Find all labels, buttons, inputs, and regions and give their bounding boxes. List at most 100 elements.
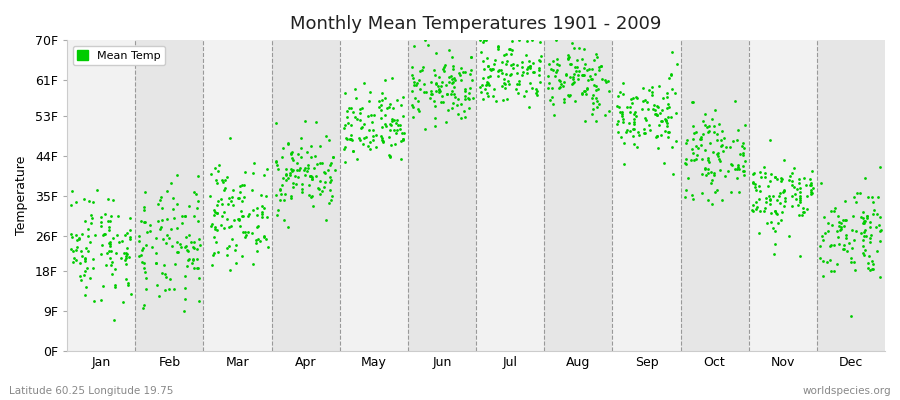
- Point: [220, 245, 235, 251]
- Point: [662, 128, 676, 135]
- Point: [230, 260, 244, 266]
- Point: [208, 226, 222, 232]
- Point: [284, 168, 299, 175]
- Point: [119, 261, 133, 267]
- Point: [631, 129, 645, 135]
- Point: [575, 90, 590, 96]
- Point: [448, 76, 463, 83]
- Point: [577, 46, 591, 53]
- Point: [684, 156, 698, 163]
- Point: [104, 262, 118, 268]
- Point: [374, 90, 389, 96]
- Point: [411, 98, 426, 104]
- Point: [181, 256, 195, 263]
- Point: [763, 210, 778, 216]
- Point: [695, 156, 709, 162]
- Point: [76, 253, 90, 259]
- Point: [505, 38, 519, 45]
- Point: [700, 154, 715, 161]
- Point: [303, 173, 318, 179]
- Point: [225, 194, 239, 200]
- Point: [416, 64, 430, 71]
- Point: [567, 45, 581, 51]
- Point: [642, 122, 656, 128]
- Point: [487, 86, 501, 92]
- Point: [104, 248, 118, 254]
- Point: [191, 218, 205, 224]
- Point: [498, 84, 512, 91]
- Point: [666, 171, 680, 177]
- Point: [491, 44, 505, 50]
- Point: [383, 153, 398, 160]
- Point: [247, 261, 261, 267]
- Point: [564, 81, 579, 87]
- Point: [701, 129, 716, 135]
- Point: [78, 256, 93, 262]
- Point: [305, 174, 320, 180]
- Point: [186, 244, 201, 250]
- Point: [442, 79, 456, 86]
- Point: [66, 259, 80, 265]
- Point: [862, 253, 877, 260]
- Point: [457, 86, 472, 93]
- Point: [73, 260, 87, 266]
- Point: [462, 96, 476, 102]
- Point: [571, 72, 585, 78]
- Point: [616, 118, 630, 125]
- Point: [344, 136, 358, 142]
- Point: [94, 213, 109, 220]
- Point: [179, 243, 194, 249]
- Point: [706, 123, 721, 129]
- Point: [323, 186, 338, 193]
- Point: [565, 40, 580, 47]
- Point: [775, 209, 789, 215]
- Point: [730, 137, 744, 143]
- Point: [87, 298, 102, 304]
- Point: [107, 317, 122, 323]
- Point: [121, 282, 135, 288]
- Point: [235, 253, 249, 260]
- Point: [483, 73, 498, 80]
- Point: [650, 132, 664, 139]
- Point: [557, 99, 572, 106]
- Point: [649, 134, 663, 140]
- Point: [655, 106, 670, 113]
- Point: [813, 254, 827, 261]
- Point: [732, 166, 746, 172]
- Point: [824, 242, 839, 248]
- Point: [651, 145, 665, 151]
- Point: [523, 63, 537, 70]
- Point: [186, 257, 201, 263]
- Point: [366, 133, 381, 139]
- Point: [706, 170, 721, 176]
- Point: [235, 198, 249, 204]
- Point: [454, 115, 468, 121]
- Point: [207, 164, 221, 171]
- Point: [418, 37, 432, 43]
- Bar: [135, 40, 203, 351]
- Point: [550, 55, 564, 62]
- Point: [569, 68, 583, 74]
- Point: [413, 86, 428, 92]
- Point: [378, 112, 392, 118]
- Point: [591, 86, 606, 92]
- Point: [436, 64, 451, 70]
- Point: [491, 46, 506, 52]
- Point: [340, 114, 355, 120]
- Point: [269, 158, 284, 165]
- Point: [248, 240, 263, 246]
- Point: [241, 211, 256, 217]
- Point: [770, 220, 785, 226]
- Point: [365, 119, 380, 126]
- Point: [159, 232, 174, 238]
- Point: [548, 73, 562, 80]
- Point: [532, 65, 546, 71]
- Point: [790, 185, 805, 192]
- Point: [77, 196, 92, 202]
- Point: [284, 149, 299, 155]
- Point: [736, 140, 751, 146]
- Point: [502, 80, 517, 87]
- Point: [418, 88, 433, 95]
- Point: [662, 75, 677, 81]
- Point: [686, 150, 700, 156]
